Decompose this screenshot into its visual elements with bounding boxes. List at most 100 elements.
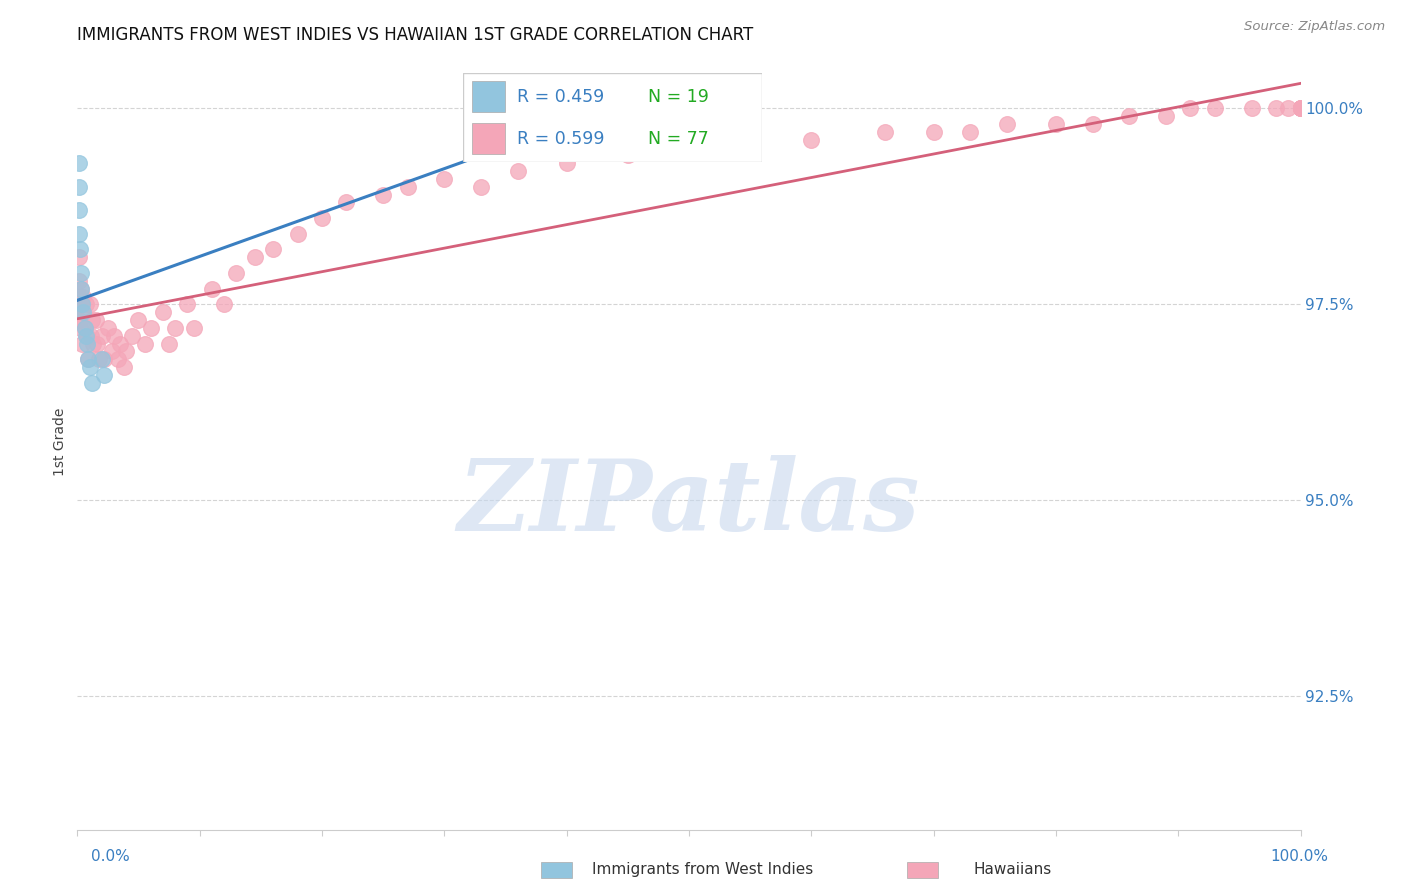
Point (112, 360, 135, 375)
Point (84, 313, 107, 327)
Point (1118, 109, 1140, 123)
Point (121, 328, 143, 343)
Point (212, 297, 235, 311)
Point (1045, 117, 1067, 131)
Point (1289, 102, 1312, 116)
Point (67, 250, 90, 264)
Text: Hawaiians: Hawaiians (973, 863, 1052, 877)
Point (1289, 102, 1312, 116)
Point (76, 336, 98, 351)
Point (678, 140, 700, 154)
Point (79, 297, 101, 311)
Point (67, 227, 90, 241)
Point (72, 305, 94, 319)
Point (262, 243, 284, 257)
Point (75, 328, 97, 343)
Point (67, 203, 90, 218)
Text: ZIPatlas: ZIPatlas (458, 456, 920, 552)
Point (67, 274, 90, 288)
Point (995, 117, 1018, 131)
Point (70, 336, 93, 351)
Point (93, 368, 115, 382)
Text: Source: ZipAtlas.com: Source: ZipAtlas.com (1244, 20, 1385, 33)
Point (67, 156, 90, 170)
Point (1289, 102, 1312, 116)
Point (70, 305, 93, 319)
Point (80, 313, 103, 327)
Point (72, 289, 94, 303)
Y-axis label: 1st Grade: 1st Grade (53, 408, 67, 475)
Point (371, 187, 394, 202)
Point (103, 328, 125, 343)
Point (69, 243, 91, 257)
Point (1204, 102, 1226, 116)
Point (67, 179, 90, 194)
Point (1240, 102, 1263, 116)
Point (1289, 102, 1312, 116)
Point (1081, 117, 1104, 131)
Text: IMMIGRANTS FROM WEST INDIES VS HAWAIIAN 1ST GRADE CORRELATION CHART: IMMIGRANTS FROM WEST INDIES VS HAWAIIAN … (77, 26, 754, 44)
Point (617, 148, 640, 162)
Point (243, 250, 266, 264)
Point (1289, 102, 1312, 116)
Point (70, 282, 93, 296)
Point (75, 297, 97, 311)
Point (139, 321, 162, 335)
Point (531, 94, 554, 108)
Point (335, 195, 357, 210)
Point (1277, 102, 1299, 116)
Point (97, 321, 120, 335)
Point (90, 328, 112, 343)
Point (201, 282, 224, 296)
Point (183, 321, 205, 335)
Point (134, 336, 156, 351)
Point (1289, 102, 1312, 116)
Point (108, 336, 131, 351)
Point (287, 227, 309, 241)
Point (80, 376, 103, 390)
Point (82, 336, 104, 351)
Point (70, 266, 93, 280)
Point (959, 125, 981, 139)
Point (77, 352, 100, 367)
Point (70, 297, 93, 311)
Point (555, 156, 578, 170)
Point (73, 321, 96, 335)
Point (79, 360, 101, 375)
Point (107, 352, 129, 367)
Point (73, 321, 96, 335)
Point (396, 179, 419, 194)
Point (506, 164, 529, 178)
Point (77, 352, 100, 367)
Text: 0.0%: 0.0% (91, 849, 131, 863)
Point (69, 297, 91, 311)
Point (93, 352, 115, 367)
Point (152, 305, 174, 319)
Point (80, 328, 103, 343)
Point (86, 336, 108, 351)
Text: 100.0%: 100.0% (1271, 849, 1329, 863)
Point (90, 352, 112, 367)
Text: Immigrants from West Indies: Immigrants from West Indies (592, 863, 814, 877)
Point (115, 344, 138, 359)
Point (873, 125, 896, 139)
Point (157, 336, 180, 351)
Point (165, 321, 187, 335)
Point (225, 266, 247, 280)
Point (1289, 102, 1312, 116)
Point (76, 328, 98, 343)
Point (127, 313, 149, 327)
Point (800, 133, 823, 147)
Point (89, 352, 111, 367)
Point (1180, 102, 1202, 116)
Point (70, 282, 93, 296)
Point (470, 179, 492, 194)
Point (67, 289, 90, 303)
Point (1154, 109, 1177, 123)
Point (1289, 102, 1312, 116)
Point (311, 211, 333, 226)
Point (67, 313, 90, 327)
Point (69, 321, 91, 335)
Point (433, 172, 456, 186)
Point (100, 344, 122, 359)
